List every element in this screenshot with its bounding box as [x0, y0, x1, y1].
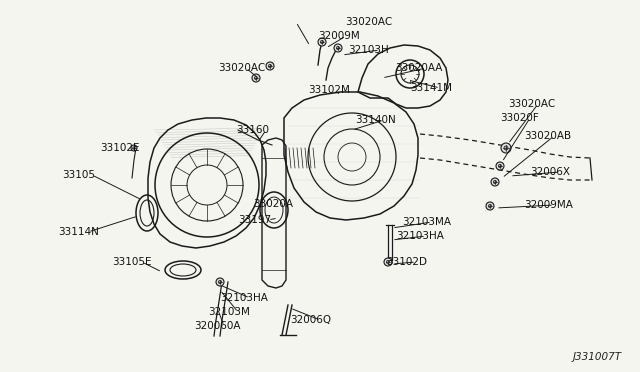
Text: 33020A: 33020A — [253, 199, 293, 209]
Text: 32103H: 32103H — [348, 45, 388, 55]
Text: 32103MA: 32103MA — [402, 217, 451, 227]
Circle shape — [218, 280, 221, 283]
Text: 33114N: 33114N — [58, 227, 99, 237]
Circle shape — [499, 164, 502, 168]
Text: 33102E: 33102E — [100, 143, 140, 153]
Text: 32103M: 32103M — [208, 307, 250, 317]
Text: 33020AB: 33020AB — [524, 131, 571, 141]
Text: 33020AA: 33020AA — [395, 63, 442, 73]
Text: 33141M: 33141M — [410, 83, 452, 93]
Circle shape — [493, 180, 497, 184]
Circle shape — [268, 64, 271, 68]
Text: 32006Q: 32006Q — [290, 315, 331, 325]
Text: 33020AC: 33020AC — [218, 63, 265, 73]
Text: 33105: 33105 — [62, 170, 95, 180]
Text: 33102M: 33102M — [308, 85, 350, 95]
Circle shape — [321, 41, 324, 44]
Circle shape — [216, 278, 224, 286]
Text: 33020AC: 33020AC — [345, 17, 392, 27]
Text: 32009M: 32009M — [318, 31, 360, 41]
Circle shape — [252, 74, 260, 82]
Circle shape — [496, 162, 504, 170]
Text: 33160: 33160 — [236, 125, 269, 135]
Text: 32103HA: 32103HA — [396, 231, 444, 241]
Circle shape — [334, 44, 342, 52]
Text: 320060A: 320060A — [194, 321, 241, 331]
Text: 32009MA: 32009MA — [524, 200, 573, 210]
Text: 32006X: 32006X — [530, 167, 570, 177]
Circle shape — [486, 202, 494, 210]
Circle shape — [266, 62, 274, 70]
Text: 33140N: 33140N — [355, 115, 396, 125]
Text: 33102D: 33102D — [386, 257, 427, 267]
Text: 33020F: 33020F — [500, 113, 539, 123]
Text: 32103HA: 32103HA — [220, 293, 268, 303]
Text: J331007T: J331007T — [573, 352, 622, 362]
Circle shape — [318, 38, 326, 46]
Circle shape — [133, 147, 135, 149]
Circle shape — [384, 258, 392, 266]
Circle shape — [501, 143, 511, 153]
Circle shape — [387, 260, 390, 264]
Circle shape — [255, 76, 258, 80]
Circle shape — [337, 46, 340, 49]
Text: 33020AC: 33020AC — [508, 99, 556, 109]
Circle shape — [504, 146, 508, 150]
Circle shape — [491, 178, 499, 186]
Text: 33197: 33197 — [238, 215, 271, 225]
Circle shape — [131, 145, 137, 151]
Text: 33105E: 33105E — [112, 257, 152, 267]
Circle shape — [488, 204, 492, 208]
